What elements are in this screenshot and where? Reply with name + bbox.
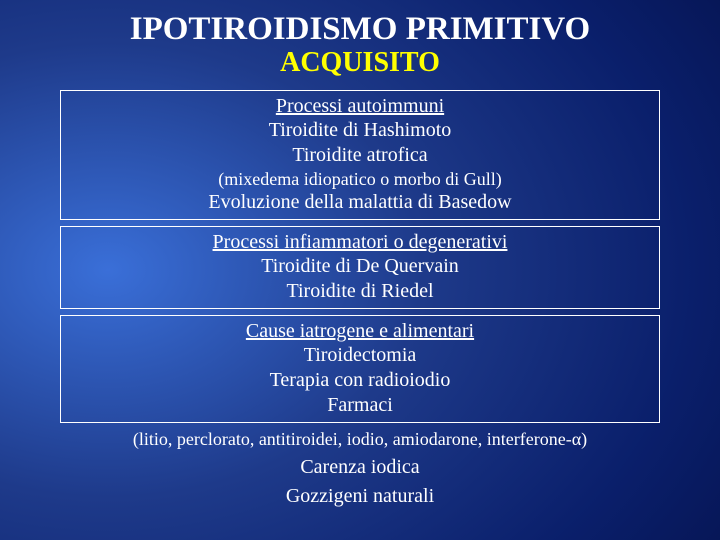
box1-line1: Tiroidite di Hashimoto [69, 118, 651, 143]
box1-heading: Processi autoimmuni [69, 95, 651, 118]
box2-line1: Tiroidite di De Quervain [69, 254, 651, 279]
outside-paren: (litio, perclorato, antitiroidei, iodio,… [40, 428, 680, 451]
box1-line3: Evoluzione della malattia di Basedow [69, 190, 651, 215]
box-autoimmune: Processi autoimmuni Tiroidite di Hashimo… [60, 90, 660, 221]
box1-line2: Tiroidite atrofica [69, 143, 651, 168]
box2-line2: Tiroidite di Riedel [69, 279, 651, 304]
box3-line3: Farmaci [69, 393, 651, 418]
box-iatrogenic: Cause iatrogene e alimentari Tiroidectom… [60, 315, 660, 423]
box-inflammatory: Processi infiammatori o degenerativi Tir… [60, 226, 660, 309]
outside-line3: Gozzigeni naturali [40, 484, 680, 509]
box3-heading: Cause iatrogene e alimentari [69, 320, 651, 343]
box2-heading: Processi infiammatori o degenerativi [69, 231, 651, 254]
title-main: IPOTIROIDISMO PRIMITIVO [20, 12, 700, 47]
box1-paren: (mixedema idiopatico o morbo di Gull) [69, 168, 651, 191]
box3-line2: Terapia con radioiodio [69, 368, 651, 393]
outside-line2: Carenza iodica [40, 455, 680, 480]
slide-container: IPOTIROIDISMO PRIMITIVO ACQUISITO Proces… [0, 0, 720, 540]
title-subtitle: ACQUISITO [20, 47, 700, 79]
box3-line1: Tiroidectomia [69, 343, 651, 368]
